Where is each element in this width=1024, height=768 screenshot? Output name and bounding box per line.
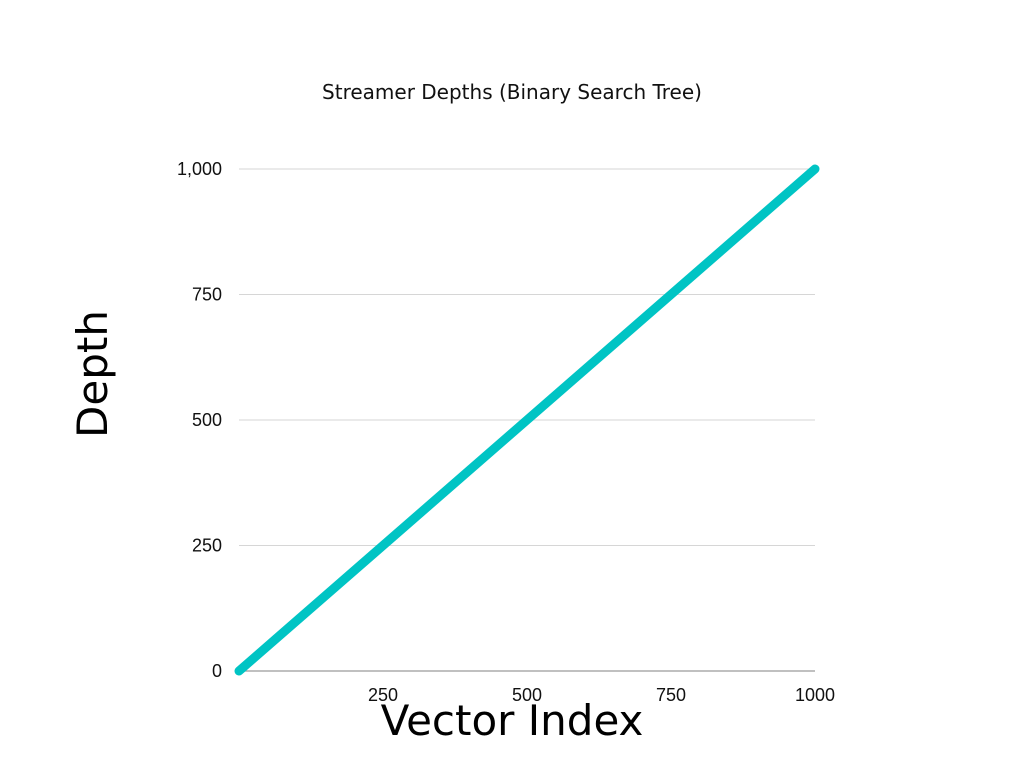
y-tick-label: 500	[192, 410, 222, 430]
x-tick-label: 250	[368, 685, 398, 705]
y-tick-labels: 0 250 500 750 1,000	[177, 159, 222, 681]
x-axis-title: Vector Index	[381, 696, 644, 745]
y-tick-label: 750	[192, 285, 222, 305]
y-tick-label: 1,000	[177, 159, 222, 179]
x-tick-label: 750	[656, 685, 686, 705]
x-tick-label: 500	[512, 685, 542, 705]
chart-title: Streamer Depths (Binary Search Tree)	[322, 80, 702, 104]
x-tick-labels: 250 500 750 1000	[368, 685, 835, 705]
y-tick-label: 0	[212, 661, 222, 681]
x-tick-label: 1000	[795, 685, 835, 705]
series-layer	[234, 164, 820, 676]
y-axis-title: Depth	[68, 310, 117, 438]
y-tick-label: 250	[192, 536, 222, 556]
series-line	[234, 164, 820, 676]
